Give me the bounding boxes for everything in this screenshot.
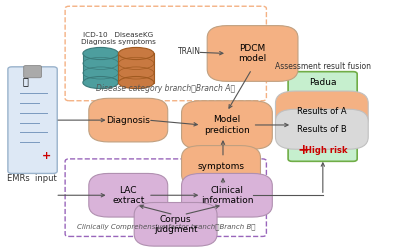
Text: Disease category branch（Branch A）: Disease category branch（Branch A） [96,84,235,93]
Text: symptoms: symptoms [198,162,244,171]
FancyBboxPatch shape [288,72,357,161]
Text: Model
prediction: Model prediction [204,115,250,135]
Text: High risk: High risk [305,146,348,155]
Text: Results of B: Results of B [297,125,347,134]
Text: +: + [298,144,310,157]
FancyBboxPatch shape [182,101,272,149]
Text: Clinical
information: Clinical information [201,185,253,205]
Text: Padua: Padua [309,78,336,87]
FancyBboxPatch shape [207,26,298,81]
Ellipse shape [118,77,154,89]
Text: TRAIN: TRAIN [178,47,201,56]
Text: Assessment result fusion: Assessment result fusion [275,62,371,71]
Text: ICD-10   DiseaseKG
Diagnosis symptoms: ICD-10 DiseaseKG Diagnosis symptoms [81,32,156,45]
FancyBboxPatch shape [89,98,168,142]
Text: Corpus
judgment: Corpus judgment [154,215,198,234]
Text: Clinically Comprehensive factor branch（Branch B）: Clinically Comprehensive factor branch（B… [76,224,255,230]
Text: 👤: 👤 [23,76,28,86]
FancyBboxPatch shape [134,203,217,246]
Ellipse shape [118,47,154,60]
Polygon shape [83,54,118,82]
Text: PDCM
model: PDCM model [238,44,267,63]
FancyBboxPatch shape [89,173,168,217]
FancyBboxPatch shape [8,67,57,173]
FancyBboxPatch shape [276,109,368,149]
Ellipse shape [83,47,118,60]
Text: Results of A: Results of A [297,106,347,116]
Ellipse shape [83,77,118,89]
Text: +: + [42,151,51,162]
FancyBboxPatch shape [276,91,368,131]
Text: LAC
extract: LAC extract [112,185,144,205]
Text: EMRs  input: EMRs input [8,174,57,183]
Text: Diagnosis: Diagnosis [106,116,150,125]
FancyBboxPatch shape [24,66,42,78]
FancyBboxPatch shape [182,173,272,217]
FancyBboxPatch shape [182,145,260,187]
Polygon shape [118,54,154,82]
